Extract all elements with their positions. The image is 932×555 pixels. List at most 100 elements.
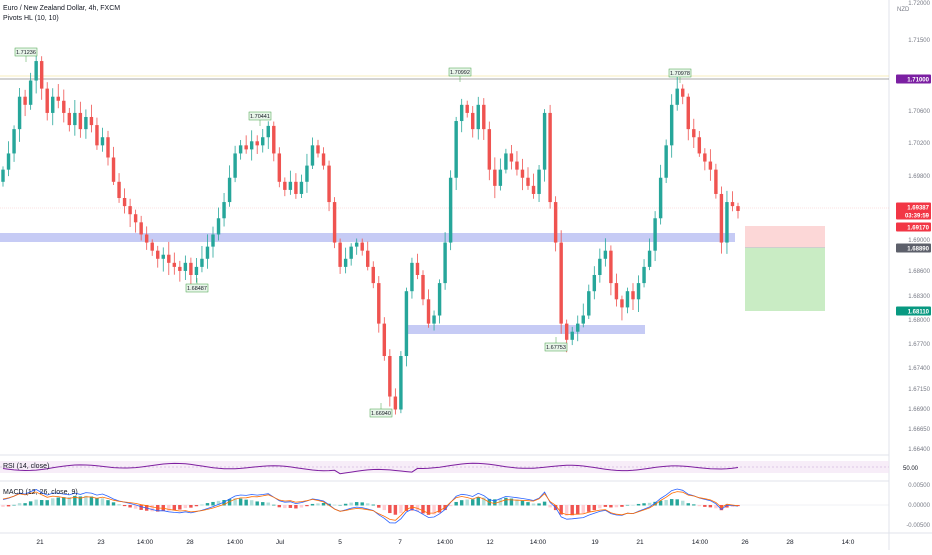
macd-histogram-bar [681,500,685,506]
macd-histogram-bar [614,505,619,508]
candle-body [288,181,293,190]
macd-histogram-bar [51,498,55,506]
candle-body [51,96,55,113]
time-tick-label: 5 [338,539,342,546]
macd-histogram-bar [476,497,480,506]
macd-histogram-bar [299,505,304,508]
macd-histogram-bar [67,497,72,506]
macd-histogram-bar [669,499,674,506]
macd-histogram-bar [133,505,138,509]
candle-body [144,234,149,243]
candle-body [133,214,138,223]
macd-histogram-bar [283,505,287,509]
macd-histogram-bar [122,505,127,507]
candle-body [692,129,696,138]
macd-histogram-bar [150,505,154,512]
rsi-legend[interactable]: RSI (14, close) [3,463,50,470]
macd-histogram-bar [382,505,387,511]
macd-histogram-bar [111,502,116,506]
macd-histogram-bar [537,503,541,506]
price-tick-label: 1.72000 [908,1,930,7]
price-axis-labels: 1.71000 1.69387 03:39:59 1.69170 1.68890 1.68… [896,74,931,316]
candle-body [261,137,265,146]
macd-histogram-bar [316,503,320,506]
macd-histogram-bar [393,505,398,515]
time-tick-label: 19 [591,539,599,546]
candle-body [686,96,690,130]
price-tick-label: 1.71500 [908,38,930,44]
macd-histogram-bar [249,500,254,506]
price-tick-label: 1.70200 [908,141,930,147]
macd-histogram-bar [100,498,105,506]
candle-body [167,254,171,263]
time-tick-label: 14:00 [530,539,547,546]
macd-histogram-bar [465,499,469,506]
price-label-target: 1.68110 [908,309,930,315]
macd-histogram-bar [703,505,707,507]
macd-histogram-bar [658,500,663,506]
candle-body [100,137,105,146]
macd-legend[interactable]: MACD (12, 26, close, 9) [3,489,78,496]
price-tick-label: 1.66900 [908,407,930,413]
macd-histogram-bar [288,505,293,508]
candle-body [459,104,464,122]
candle-body [482,104,486,130]
time-tick-label: 14:00 [137,539,154,546]
indicator-legend[interactable]: Pivots HL (10, 10) [3,15,59,22]
candle-body [211,234,215,247]
macd-histogram-bar [73,495,77,506]
macd-histogram-bar [255,501,259,506]
candle-body [321,153,326,166]
risk-reward-tool[interactable] [745,226,825,311]
candle-body [39,61,44,89]
macd-histogram-bar [266,502,270,506]
candle-body [487,129,492,170]
macd-histogram-bar [377,505,381,508]
candle-body [443,242,447,284]
candle-body [310,145,315,166]
time-tick-label: 14:00 [692,539,709,546]
macd-histogram-bar [56,497,60,506]
candle-body [542,112,547,170]
candle-body [377,283,381,324]
candle-body [388,356,392,397]
macd-histogram-bar [664,500,668,506]
macd-histogram-bar [84,495,88,506]
macd-histogram-bar [200,504,204,506]
macd-histogram-bar [294,505,298,509]
candle-body [448,177,453,243]
rsi-panel: 50.00 [0,461,919,475]
candle-body [598,258,602,275]
candle-body [222,202,226,219]
candle-body [581,315,585,324]
candle-body [587,291,591,316]
macd-histogram-bar [653,501,657,506]
macd-histogram-bar [587,505,591,512]
candle-body [106,137,110,158]
candle-body [714,169,718,194]
pivot-label-low: 1.66940 [371,411,391,417]
candle-body [139,222,143,235]
candle-body [382,323,387,357]
candle-body [669,104,674,146]
candle-body [283,181,287,190]
macd-histogram-bar [426,505,431,515]
macd-tick-label: 0.00500 [908,483,930,489]
macd-histogram-bar [542,501,547,506]
candle-body [266,125,270,138]
candle-body [736,206,740,211]
candle-body [725,202,729,243]
macd-histogram-bar [647,502,652,506]
candle-body [183,262,188,271]
price-tick-label: 1.67400 [908,366,930,372]
candle-body [509,153,514,162]
macd-histogram-bar [354,502,359,506]
candle-body [426,299,431,324]
candle-body [156,250,160,259]
candle-body [216,218,221,235]
macd-histogram-bar [504,497,508,506]
candle-body [23,96,27,105]
macd-histogram-bar [12,504,16,506]
candle-body [410,262,414,292]
